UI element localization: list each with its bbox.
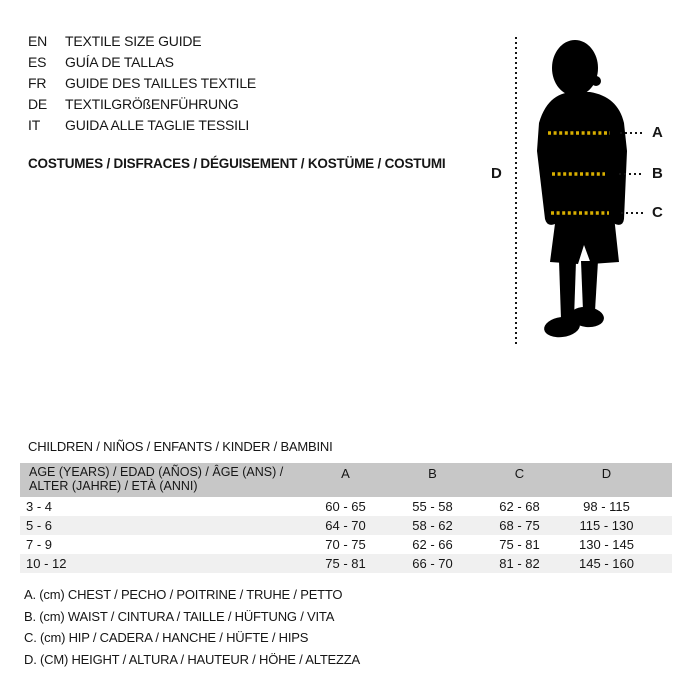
range-cell-a: 60 - 65: [325, 499, 366, 514]
legend-line: D. (CM) HEIGHT / ALTURA / HAUTEUR / HÖHE…: [24, 651, 360, 667]
range-cell-c: 68 - 75: [499, 518, 540, 533]
size-table: AGE (YEARS) / EDAD (AÑOS) / ÂGE (ANS) / …: [20, 463, 672, 573]
child-head: [552, 40, 598, 96]
range-cell-d: 145 - 160: [579, 556, 634, 571]
child-silhouette-graphic: [537, 40, 644, 338]
range-cell-a: 75 - 81: [325, 556, 366, 571]
language-code: ES: [28, 54, 47, 70]
range-cell-c: 75 - 81: [499, 537, 540, 552]
measurement-legend: A. (cm) CHEST / PECHO / POITRINE / TRUHE…: [24, 584, 360, 670]
table-row: 5 - 6 64 - 70 58 - 62 68 - 75 115 - 130: [20, 516, 672, 535]
waist-b-label: B: [652, 165, 663, 182]
category-title: COSTUMES / DISFRACES / DÉGUISEMENT / KOS…: [28, 156, 446, 171]
language-code: DE: [28, 96, 48, 112]
language-row: DE TEXTILGRÖßENFÜHRUNG: [28, 94, 256, 115]
height-dotted-line: [515, 37, 517, 347]
table-row: 10 - 12 75 - 81 66 - 70 81 - 82 145 - 160: [20, 554, 672, 573]
age-header-line2: ALTER (JAHRE) / ETÀ (ANNI): [29, 478, 198, 493]
chest-a-label: A: [652, 124, 663, 141]
column-header-d: D: [601, 466, 612, 481]
age-cell: 10 - 12: [26, 556, 67, 571]
range-cell-d: 130 - 145: [579, 537, 634, 552]
age-cell: 5 - 6: [26, 518, 53, 533]
height-d-label: D: [491, 165, 502, 182]
table-row: 7 - 9 70 - 75 62 - 66 75 - 81 130 - 145: [20, 535, 672, 554]
child-shorts: [550, 216, 619, 264]
range-cell-b: 62 - 66: [412, 537, 453, 552]
range-cell-a: 70 - 75: [325, 537, 366, 552]
child-silhouette-body: [537, 40, 627, 338]
legend-line: C. (cm) HIP / CADERA / HANCHE / HÜFTE / …: [24, 630, 309, 645]
age-column-header: AGE (YEARS) / EDAD (AÑOS) / ÂGE (ANS) / …: [20, 465, 302, 493]
language-row: IT GUIDA ALLE TAGLIE TESSILI: [28, 115, 256, 136]
language-row: ES GUÍA DE TALLAS: [28, 52, 256, 73]
range-cell-b: 58 - 62: [412, 518, 453, 533]
figure-child-silhouette: D A B C: [490, 35, 675, 350]
legend-line: A. (cm) CHEST / PECHO / POITRINE / TRUHE…: [24, 587, 343, 602]
language-list: EN TEXTILE SIZE GUIDE ES GUÍA DE TALLAS FR GU…: [28, 31, 256, 136]
legend-line: B. (cm) WAIST / CINTURA / TAILLE / HÜFTU…: [24, 608, 335, 624]
language-code: FR: [28, 75, 47, 91]
table-row: 3 - 4 60 - 65 55 - 58 62 - 68 98 - 115: [20, 497, 672, 516]
age-cell: 3 - 4: [26, 499, 53, 514]
language-guide-label: TEXTILE SIZE GUIDE: [65, 33, 202, 49]
child-right-leg: [581, 261, 598, 311]
age-header-line1: AGE (YEARS) / EDAD (AÑOS) / ÂGE (ANS) /: [29, 465, 284, 479]
child-face-profile: [591, 76, 601, 86]
language-guide-label: TEXTILGRÖßENFÜHRUNG: [65, 96, 239, 112]
child-shirt-and-arms: [537, 92, 627, 225]
size-table-body: 3 - 4 60 - 65 55 - 58 62 - 68 98 - 115 5 - 6 6…: [20, 497, 672, 573]
age-cell: 7 - 9: [26, 537, 53, 552]
language-guide-label: GUÍA DE TALLAS: [65, 54, 174, 70]
size-table-header: AGE (YEARS) / EDAD (AÑOS) / ÂGE (ANS) / …: [20, 463, 672, 497]
column-header-c: C: [514, 466, 525, 481]
column-header-a: A: [341, 466, 350, 481]
range-cell-b: 66 - 70: [412, 556, 453, 571]
language-guide-label: GUIDA ALLE TAGLIE TESSILI: [65, 117, 250, 133]
language-code: IT: [28, 117, 41, 133]
column-header-b: B: [428, 466, 437, 481]
child-left-leg: [559, 261, 576, 319]
range-cell-d: 98 - 115: [583, 499, 630, 514]
language-row: FR GUIDE DES TAILLES TEXTILE: [28, 73, 256, 94]
range-cell-d: 115 - 130: [579, 518, 634, 533]
range-cell-b: 55 - 58: [412, 499, 453, 514]
range-cell-a: 64 - 70: [325, 518, 366, 533]
range-cell-c: 81 - 82: [499, 556, 540, 571]
table-section-title: CHILDREN / NIÑOS / ENFANTS / KINDER / BA…: [28, 439, 333, 454]
language-code: EN: [28, 33, 48, 49]
range-cell-c: 62 - 68: [499, 499, 540, 514]
language-row: EN TEXTILE SIZE GUIDE: [28, 31, 256, 52]
language-guide-label: GUIDE DES TAILLES TEXTILE: [65, 75, 257, 91]
child-right-shoe: [570, 306, 604, 328]
child-left-shoe: [544, 316, 580, 338]
hip-c-label: C: [652, 204, 663, 221]
